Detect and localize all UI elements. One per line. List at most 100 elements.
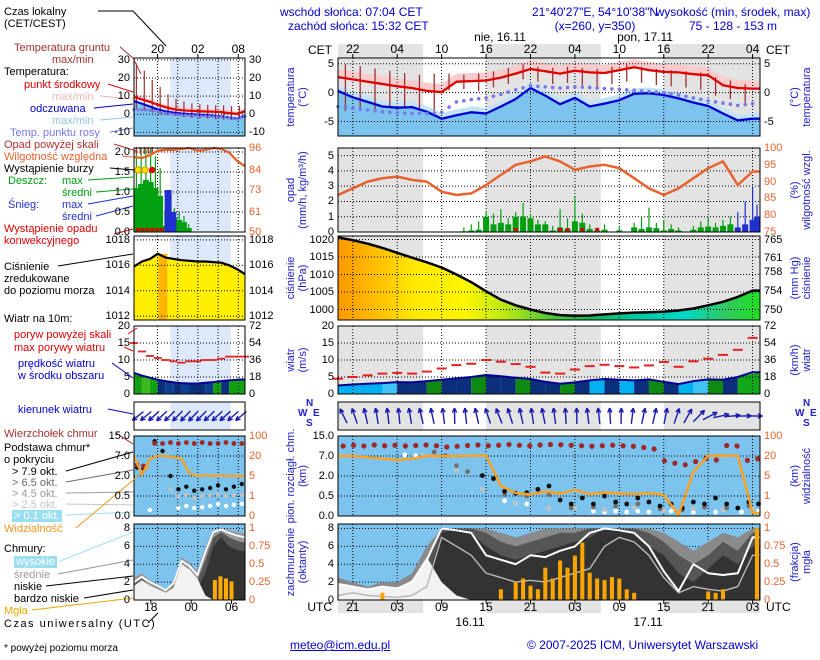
legend-label: poryw powyżej skali — [14, 329, 112, 341]
y-tick: 0 — [764, 510, 771, 522]
y-tick: 5 — [327, 57, 334, 70]
wind-compass-left-n: N — [306, 398, 314, 409]
y-tick: 1005 — [309, 286, 334, 298]
y-tick: 2.0 — [318, 470, 334, 482]
y-tick: 7.0 — [318, 450, 334, 462]
y-tick: 10 — [117, 354, 130, 366]
legend-label: max — [62, 175, 83, 187]
legend-label: Czas uniwersalny (UTC) — [4, 618, 157, 630]
y-tick: 0 — [249, 594, 256, 606]
y-tick: 96 — [249, 142, 262, 154]
altitude-value: 75 - 128 - 153 m — [688, 19, 778, 33]
email-link[interactable]: meteo@icm.edu.pl — [290, 638, 391, 652]
legend-label: Wierzchołek chmur — [4, 428, 98, 440]
y-tick: 2 — [123, 576, 130, 589]
y-tick: 750 — [764, 303, 783, 316]
y-tick: 80 — [764, 209, 777, 222]
y-tick: 8 — [123, 522, 130, 535]
y-tick: 1010 — [309, 268, 334, 281]
y-tick: 0.25 — [249, 576, 271, 589]
y-tick: 0 — [123, 108, 130, 121]
wind-compass-left-s: S — [306, 418, 313, 429]
legend-label: > 6.5 okt. — [12, 477, 58, 489]
cet-tick: 22 — [701, 42, 715, 56]
y-tick: 1016 — [249, 259, 274, 272]
y-tick: 0.75 — [764, 540, 786, 553]
y-tick: 0 — [327, 388, 334, 400]
y-tick: 1 — [249, 490, 256, 502]
legend-label: średni — [62, 187, 92, 199]
legend-label: > 7.9 okt. — [12, 466, 58, 478]
y-tick: 61 — [249, 205, 262, 218]
y-tick: 30 — [117, 53, 130, 66]
y-tick: 0.5 — [114, 490, 130, 502]
cet-tick: 22 — [346, 42, 360, 56]
cet-tick: 10 — [612, 42, 626, 56]
wind-compass-right-s: S — [803, 418, 810, 429]
y-tick: 0 — [764, 594, 771, 606]
y-tick: 754 — [764, 285, 783, 298]
altitude-label: wysokość (min, środek, max) — [655, 5, 811, 19]
legend-label: max porywy wiatru — [14, 342, 106, 354]
cet-tick: 04 — [568, 42, 582, 56]
legend-label: Temperatura: — [4, 66, 69, 78]
y-tick: 90 — [764, 175, 777, 188]
y-tick: -10 — [249, 126, 265, 139]
y-tick: 18 — [764, 371, 777, 383]
y-tick: 20 — [249, 450, 262, 462]
y-tick: 20 — [117, 71, 130, 84]
y-tick: 0.0 — [318, 510, 334, 522]
utc-tick: 15 — [479, 600, 493, 614]
legend-label: niskie — [14, 581, 43, 593]
legend-label: prędkość wiatru — [18, 358, 96, 370]
y-tick: 75 — [764, 226, 777, 238]
y-tick: 1018 — [249, 233, 274, 246]
y-tick: 15 — [321, 337, 334, 349]
y-tick: 10 — [117, 90, 130, 103]
grid-point-text: (x=260, y=350) — [554, 19, 636, 33]
date2-label: 17.11 — [633, 615, 663, 629]
cet-tick: 10 — [434, 42, 449, 56]
y-tick: 0 — [327, 226, 334, 238]
y-tick: 2.0 — [114, 470, 130, 482]
legend-label: do poziomu morza — [4, 285, 95, 297]
utc-tick: 21 — [701, 600, 715, 614]
axis-label-right: (frakcja) mgła — [789, 542, 813, 582]
y-tick: 0 — [327, 594, 334, 606]
y-tick: 2 — [327, 195, 334, 208]
wind-compass-right-n: N — [803, 398, 811, 409]
y-tick: 1015 — [309, 251, 334, 263]
y-tick: 4 — [327, 164, 334, 177]
y-tick: 72 — [764, 320, 777, 332]
y-tick: 20 — [117, 320, 130, 332]
legend-label: Widzialność — [4, 523, 63, 535]
y-tick: 95 — [764, 158, 777, 171]
legend-label: > 2.5 okt. — [12, 499, 58, 511]
wind-compass-left-w: W — [298, 408, 308, 419]
y-tick: 15.0 — [108, 430, 130, 442]
legend-label: odczuwana — [30, 103, 86, 115]
utc-tick: 21 — [346, 600, 360, 614]
legend-label: Wystąpienie burzy — [4, 163, 94, 175]
utc-tick: 09 — [434, 600, 449, 614]
y-tick: 7.0 — [114, 450, 130, 462]
wind-compass-right-e: E — [810, 408, 817, 419]
legend-label: o pokryciu — [4, 454, 55, 466]
y-tick: 1012 — [249, 310, 274, 323]
utc-left-label: UTC — [307, 600, 332, 614]
y-tick: 50 — [249, 226, 262, 238]
legend-label: Śnieg: — [8, 199, 40, 211]
legend-label: max/min — [52, 54, 94, 66]
y-tick: 5 — [764, 470, 771, 482]
y-tick: 36 — [764, 354, 777, 366]
tz-left-label: CET — [308, 43, 332, 57]
y-tick: 2 — [327, 576, 334, 589]
y-tick: 10 — [321, 354, 334, 366]
utc-tick: 03 — [745, 600, 760, 614]
legend-label: Czas lokalny — [4, 6, 67, 18]
y-tick: 0.0 — [114, 226, 130, 238]
y-tick: 4 — [123, 558, 130, 571]
legend-label: Deszcz: — [8, 175, 48, 187]
